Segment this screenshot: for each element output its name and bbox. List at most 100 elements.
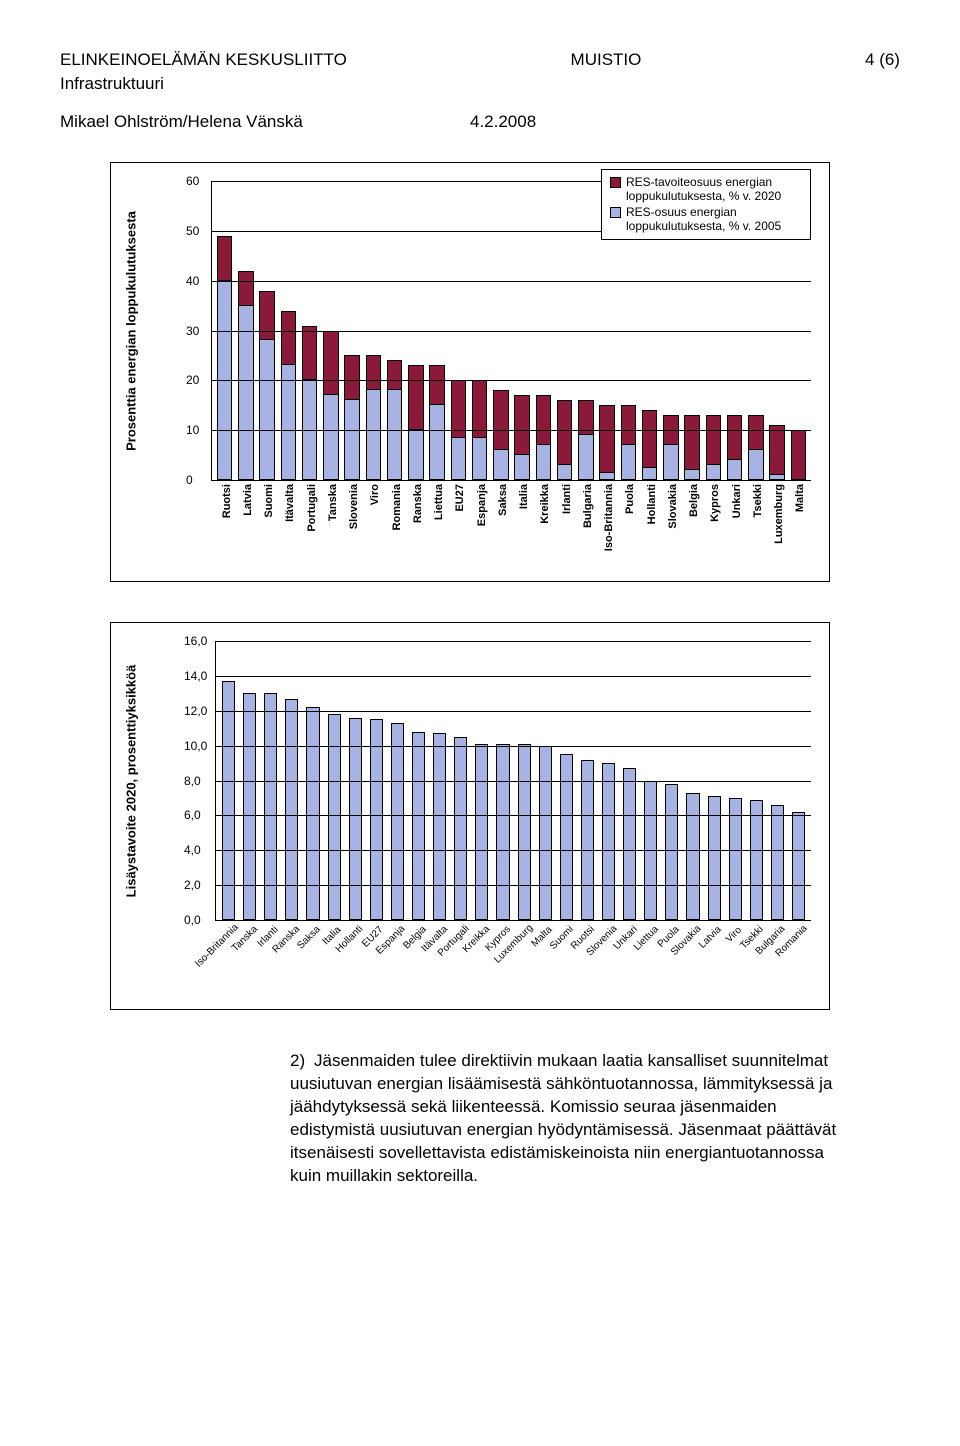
chart1-seg-2005 xyxy=(684,470,699,480)
chart1-seg-target xyxy=(451,380,466,437)
chart1-xlabel: Viro xyxy=(369,484,381,505)
chart1-ylabel: Prosenttia energian loppukulutuksesta xyxy=(124,211,139,451)
chart1-xlabel: Espanja xyxy=(476,484,488,526)
chart1-seg-target xyxy=(366,355,381,390)
chart1-xlabel: Romania xyxy=(391,484,403,530)
chart1-bar xyxy=(514,395,529,480)
chart1-xlabel: Hollanti xyxy=(646,484,658,524)
chart1-bar xyxy=(366,355,381,480)
chart1-seg-2005 xyxy=(493,450,508,480)
chart1-seg-target xyxy=(684,415,699,470)
chart1-seg-target xyxy=(408,365,423,430)
chart1-seg-target xyxy=(514,395,529,455)
chart2-bar xyxy=(412,732,425,920)
chart1-seg-2005 xyxy=(344,400,359,480)
legend-label: RES-tavoiteosuus energian loppukulutukse… xyxy=(626,175,802,204)
chart1-seg-2005 xyxy=(706,465,721,480)
chart2-container: Lisäystavoite 2020, prosenttiyksikköä Is… xyxy=(110,622,830,1010)
chart1-xlabel: Iso-Britannia xyxy=(603,484,615,551)
chart1-seg-target xyxy=(599,405,614,472)
chart2-plot: Iso-BritanniaTanskaIrlantiRanskaSaksaIta… xyxy=(215,641,811,921)
chart2-bar xyxy=(686,793,699,920)
chart2-ytick: 14,0 xyxy=(184,669,207,683)
chart1-xlabel: Belgia xyxy=(688,484,700,517)
chart1-ytick: 20 xyxy=(186,373,199,387)
chart1-seg-2005 xyxy=(387,390,402,480)
chart2-bar xyxy=(623,768,636,920)
chart1-bar xyxy=(217,236,232,480)
chart2-ytick: 4,0 xyxy=(184,843,201,857)
chart1-seg-2005 xyxy=(259,340,274,480)
subtitle: Infrastruktuuri xyxy=(60,74,900,94)
chart2-bar xyxy=(539,746,552,920)
chart1-bar xyxy=(493,390,508,480)
chart2-ytick: 12,0 xyxy=(184,704,207,718)
chart2-bar xyxy=(285,699,298,920)
chart1-seg-2005 xyxy=(727,460,742,480)
chart1-bar xyxy=(259,291,274,480)
header-row: ELINKEINOELÄMÄN KESKUSLIITTO MUISTIO 4 (… xyxy=(60,50,900,70)
chart1-seg-2005 xyxy=(621,445,636,480)
chart1-seg-2005 xyxy=(451,438,466,480)
chart2-bar xyxy=(391,723,404,920)
legend-label: RES-osuus energian loppukulutuksesta, % … xyxy=(626,205,802,234)
chart2-gridline xyxy=(216,781,811,782)
chart1-seg-2005 xyxy=(323,395,338,480)
chart1-seg-target xyxy=(281,311,296,366)
chart1-xlabel: Puola xyxy=(624,484,636,514)
chart1-bar xyxy=(599,405,614,480)
chart1-bar xyxy=(791,430,806,480)
chart1-legend-row: RES-osuus energian loppukulutuksesta, % … xyxy=(610,205,802,234)
chart1-seg-target xyxy=(706,415,721,465)
chart1-gridline xyxy=(212,331,811,332)
chart1-xlabel: Ranska xyxy=(412,484,424,523)
chart1-seg-2005 xyxy=(472,438,487,480)
chart1-seg-2005 xyxy=(769,475,784,480)
chart1-bar xyxy=(578,400,593,480)
chart2-bar xyxy=(496,744,509,920)
chart1-seg-target xyxy=(429,365,444,405)
chart2-bar xyxy=(750,800,763,920)
chart2-bar xyxy=(581,760,594,920)
chart1-bar xyxy=(727,415,742,480)
chart1-seg-target xyxy=(769,425,784,475)
chart1-seg-target xyxy=(621,405,636,445)
chart1-bar xyxy=(642,410,657,480)
chart1-ytick: 40 xyxy=(186,274,199,288)
chart1-seg-target xyxy=(727,415,742,460)
chart1-seg-2005 xyxy=(514,455,529,480)
chart1-xlabel: Itävalta xyxy=(284,484,296,522)
chart1-xlabel: Liettua xyxy=(433,484,445,520)
chart1-seg-2005 xyxy=(536,445,551,480)
chart1-seg-target xyxy=(217,236,232,281)
chart1-seg-2005 xyxy=(663,445,678,480)
org-name: ELINKEINOELÄMÄN KESKUSLIITTO xyxy=(60,50,347,70)
page-number: 4 (6) xyxy=(865,50,900,70)
chart2: Lisäystavoite 2020, prosenttiyksikköä Is… xyxy=(181,641,819,921)
chart2-ytick: 0,0 xyxy=(184,913,201,927)
chart2-bar xyxy=(475,744,488,920)
author-line: Mikael Ohlström/Helena Vänskä 4.2.2008 xyxy=(60,112,900,132)
chart1-seg-target xyxy=(536,395,551,445)
chart1-seg-target xyxy=(302,326,317,381)
chart2-ytick: 10,0 xyxy=(184,739,207,753)
chart1-xlabel: Ruotsi xyxy=(221,484,233,518)
chart2-gridline xyxy=(216,746,811,747)
chart1-bar xyxy=(536,395,551,480)
chart1-xlabel: EU27 xyxy=(454,484,466,512)
chart2-gridline xyxy=(216,850,811,851)
chart1-ytick: 50 xyxy=(186,224,199,238)
chart1-xlabel: Malta xyxy=(794,484,806,512)
chart2-gridline xyxy=(216,885,811,886)
chart1-ytick: 10 xyxy=(186,423,199,437)
chart1-seg-target xyxy=(323,331,338,396)
chart1-ytick: 0 xyxy=(186,473,193,487)
chart1-xlabel: Luxemburg xyxy=(773,484,785,544)
chart2-ytick: 2,0 xyxy=(184,878,201,892)
chart1-xlabel: Tsekki xyxy=(752,484,764,517)
chart2-bar xyxy=(792,812,805,920)
chart1-bar xyxy=(387,360,402,480)
chart2-gridline xyxy=(216,676,811,677)
chart1-seg-target xyxy=(493,390,508,450)
chart1-seg-target xyxy=(791,430,806,480)
